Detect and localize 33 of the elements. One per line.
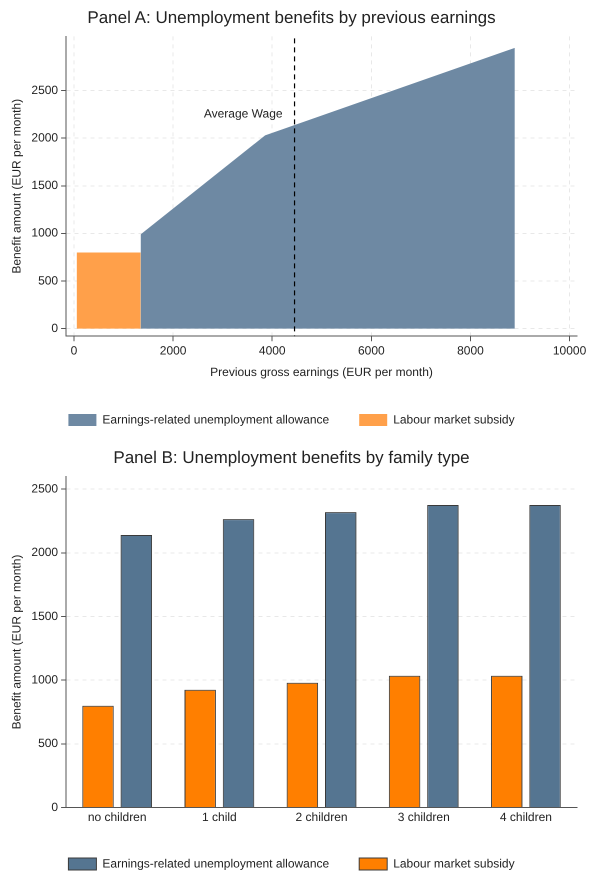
- y-axis-title: Benefit amount (EUR per month): [10, 98, 24, 274]
- chart-title: Panel A: Unemployment benefits by previous earnings: [87, 8, 496, 27]
- x-tick-label: 4000: [258, 344, 286, 358]
- y-tick-label: 500: [38, 273, 58, 288]
- chart-title: Panel B: Unemployment benefits by family type: [113, 448, 470, 467]
- x-tick-label: 3 children: [398, 810, 450, 824]
- y-tick-label: 1500: [31, 608, 58, 623]
- y-tick-label: 2000: [31, 545, 58, 560]
- x-tick-label: 1 child: [202, 810, 237, 824]
- x-tick-label: no children: [88, 810, 147, 824]
- x-axis-title: Previous gross earnings (EUR per month): [210, 365, 433, 380]
- ref-line-label: Average Wage: [204, 106, 283, 121]
- legend-label: Labour market subsidy: [393, 856, 515, 870]
- y-tick-label: 500: [38, 736, 58, 750]
- y-tick-label: 2000: [31, 130, 58, 145]
- x-tick-label: 2000: [160, 344, 187, 358]
- y-tick-label: 0: [51, 800, 58, 814]
- x-tick-label: 8000: [457, 344, 484, 358]
- x-tick-label: 0: [70, 344, 78, 358]
- y-tick-label: 0: [51, 320, 58, 335]
- y-tick-label: 1000: [31, 226, 58, 240]
- y-tick-label: 2500: [31, 481, 58, 496]
- x-tick-label: 4 children: [500, 810, 552, 824]
- y-tick-label: 1000: [31, 672, 58, 687]
- y-tick-label: 2500: [31, 82, 58, 97]
- legend-label: Labour market subsidy: [393, 412, 515, 426]
- y-tick-label: 1500: [31, 178, 58, 192]
- x-tick-label: 10000: [552, 344, 587, 358]
- legend-label: Earnings-related unemployment allowance: [102, 412, 330, 426]
- x-tick-label: 6000: [358, 344, 386, 358]
- legend-label: Earnings-related unemployment allowance: [102, 856, 330, 870]
- y-axis-title: Benefit amount (EUR per month): [10, 554, 24, 730]
- x-tick-label: 2 children: [296, 810, 348, 824]
